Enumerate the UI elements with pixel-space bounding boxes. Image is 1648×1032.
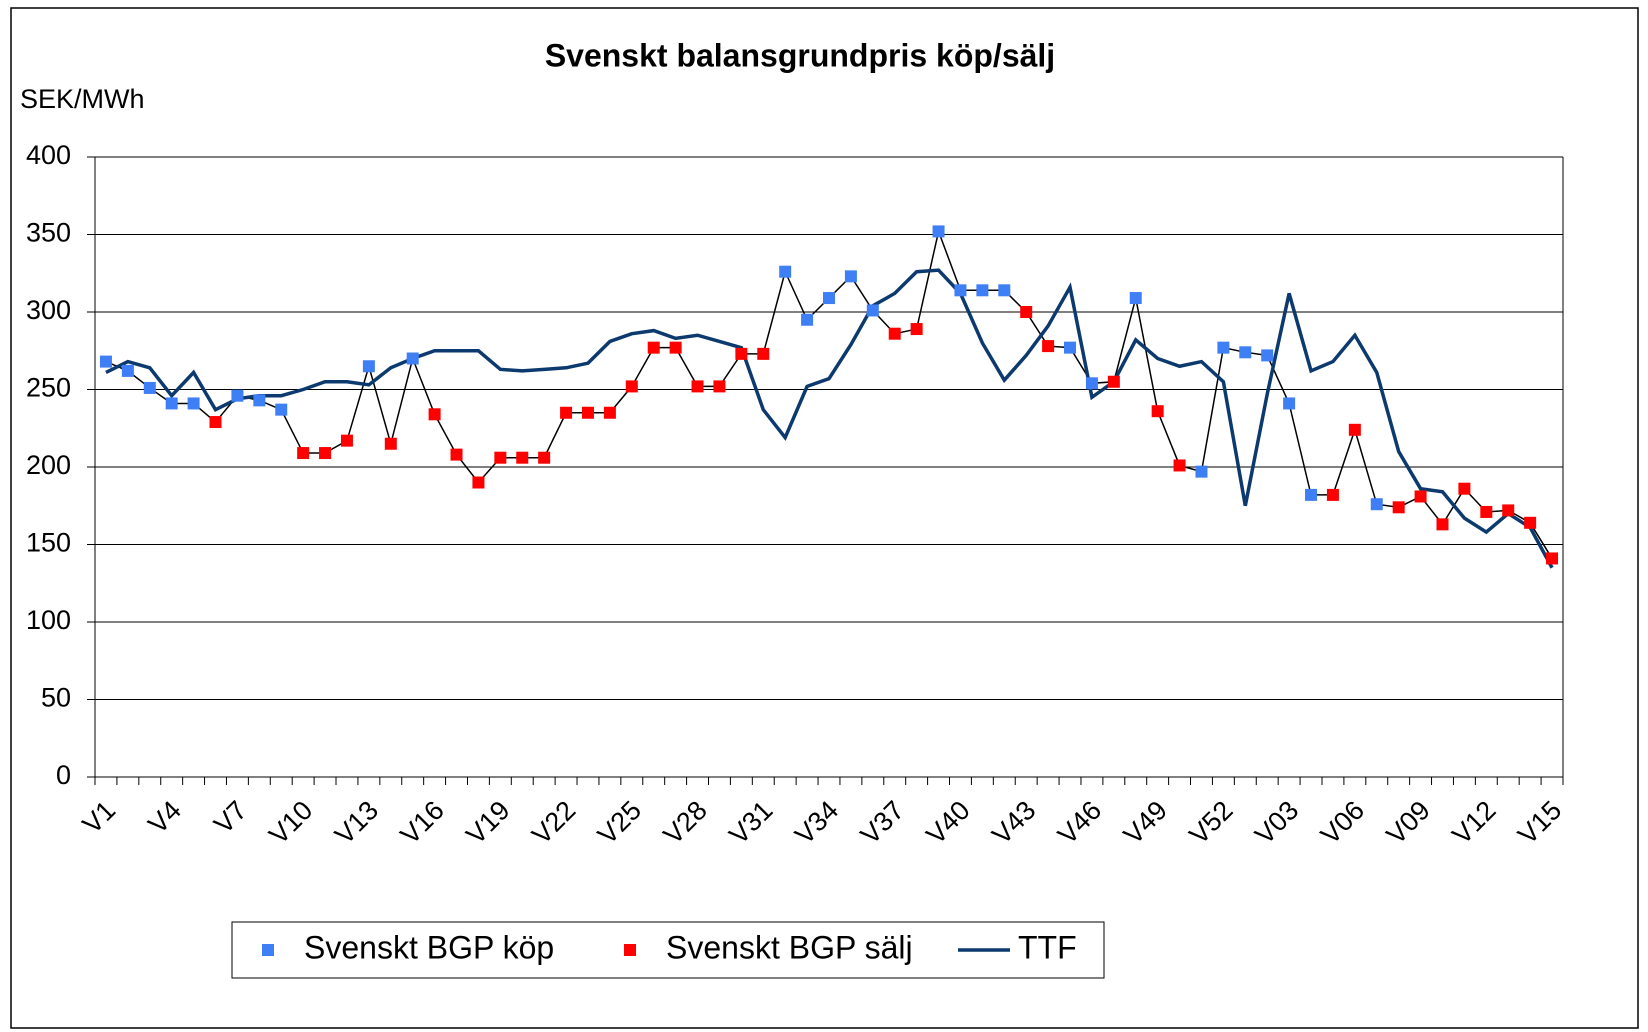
marker: [99, 355, 112, 368]
marker: [779, 265, 792, 278]
marker: [1283, 397, 1296, 410]
marker: [713, 380, 726, 393]
marker: [603, 406, 616, 419]
marker: [669, 341, 682, 354]
marker: [209, 416, 222, 429]
marker: [450, 448, 463, 461]
marker: [516, 451, 529, 464]
marker: [647, 341, 660, 354]
marker: [1151, 405, 1164, 418]
marker: [165, 397, 178, 410]
chart-title: Svenskt balansgrundpris köp/sälj: [545, 37, 1055, 73]
marker: [823, 292, 835, 305]
y-axis-label: SEK/MWh: [20, 84, 145, 114]
marker: [625, 380, 638, 393]
marker: [1414, 490, 1427, 503]
marker: [801, 313, 814, 326]
marker: [735, 347, 748, 360]
marker: [757, 347, 770, 360]
y-tick-label: 200: [26, 450, 71, 480]
marker: [1195, 465, 1208, 478]
y-tick-label: 400: [26, 140, 71, 170]
marker: [691, 380, 704, 393]
y-tick-label: 0: [56, 760, 71, 790]
marker: [1064, 341, 1077, 354]
marker: [976, 284, 989, 297]
marker: [1173, 459, 1186, 472]
marker: [1524, 516, 1537, 529]
marker: [231, 389, 244, 402]
legend-swatch: [624, 944, 636, 956]
marker: [1546, 552, 1559, 565]
marker: [1392, 501, 1405, 514]
marker: [1370, 498, 1383, 511]
marker: [143, 381, 156, 394]
marker: [1129, 292, 1142, 305]
marker: [428, 408, 441, 421]
marker: [932, 225, 945, 238]
y-tick-label: 300: [26, 295, 71, 325]
marker: [560, 406, 573, 419]
marker: [538, 451, 551, 464]
marker: [121, 364, 134, 377]
marker: [1502, 504, 1515, 517]
marker: [319, 447, 332, 460]
marker: [866, 304, 879, 317]
y-tick-label: 100: [26, 605, 71, 635]
marker: [844, 270, 857, 283]
marker: [472, 476, 485, 489]
marker: [1458, 482, 1471, 495]
marker: [187, 397, 200, 410]
legend-label: Svenskt BGP köp: [304, 929, 554, 965]
marker: [1217, 341, 1230, 354]
marker: [1305, 488, 1318, 501]
marker: [340, 434, 353, 447]
marker: [494, 451, 507, 464]
ttf-line: [105, 268, 1554, 569]
marker: [1107, 375, 1120, 388]
marker: [910, 323, 923, 336]
marker: [1261, 349, 1274, 362]
marker: [275, 403, 288, 416]
marker: [1239, 346, 1252, 359]
marker: [297, 447, 310, 460]
legend-label: Svenskt BGP sälj: [666, 929, 913, 965]
marker: [406, 352, 419, 365]
marker: [1326, 488, 1339, 501]
marker: [581, 406, 594, 419]
marker: [1085, 377, 1098, 390]
marker: [1480, 505, 1493, 518]
marker: [384, 437, 397, 450]
legend-swatch: [262, 944, 274, 956]
marker: [253, 394, 266, 407]
marker: [888, 327, 901, 340]
marker: [1348, 423, 1361, 436]
marker: [362, 360, 375, 373]
marker: [1436, 518, 1449, 531]
marker: [954, 284, 967, 297]
marker: [998, 284, 1011, 297]
legend-label: TTF: [1018, 929, 1077, 965]
y-tick-label: 50: [41, 683, 71, 713]
y-tick-label: 250: [26, 373, 71, 403]
y-tick-label: 350: [26, 218, 71, 248]
chart-border: [10, 7, 1639, 1029]
marker: [1042, 340, 1055, 353]
y-tick-label: 150: [26, 528, 71, 558]
marker: [1020, 306, 1033, 318]
